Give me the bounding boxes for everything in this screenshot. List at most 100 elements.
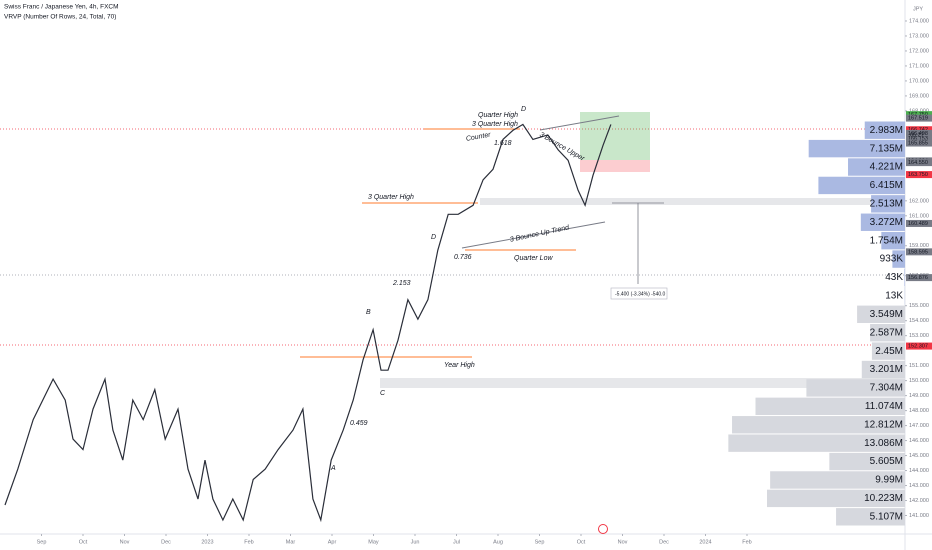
- volume-bar: [864, 121, 905, 139]
- annotation: B: [366, 309, 371, 316]
- x-tick-label: May: [368, 539, 379, 545]
- volume-label: 13K: [885, 291, 903, 302]
- price-tag: [906, 135, 932, 143]
- volume-label: 7.135M: [870, 143, 903, 154]
- y-tick-label: 174.000: [909, 18, 929, 24]
- volume-bar: [818, 176, 905, 195]
- price-tag: [906, 219, 932, 227]
- target-zone: [580, 112, 650, 160]
- price-tag-label: 163.750: [908, 172, 928, 178]
- volume-bar: [836, 508, 905, 526]
- volume-label: 7.304M: [870, 383, 903, 394]
- zone: [380, 378, 905, 388]
- x-tick-label: Nov: [120, 539, 130, 545]
- y-tick-label: 169.000: [909, 93, 929, 99]
- y-tick-label: 155.000: [909, 303, 929, 309]
- event-icon[interactable]: [598, 524, 608, 534]
- price-tag-label: 166.498: [908, 131, 928, 137]
- annotation: Year High: [444, 362, 475, 369]
- volume-label: 3.549M: [870, 309, 903, 320]
- volume-bar: [766, 489, 905, 508]
- price-tag: [906, 126, 932, 134]
- trend-line: [461, 221, 606, 249]
- annotation: 05:27: [910, 132, 924, 138]
- volume-label: 5.107M: [870, 511, 903, 522]
- price-tag: [906, 139, 932, 147]
- stop-zone: [580, 160, 650, 172]
- x-tick-label: Jul: [453, 539, 460, 545]
- indicator-label: VRVP (Number Of Rows, 24, Total, 70): [4, 14, 116, 21]
- volume-bar: [881, 231, 905, 250]
- volume-label: 43K: [885, 272, 903, 283]
- volume-bar: [860, 213, 905, 231]
- x-tick-label: 2024: [699, 539, 711, 545]
- chart-title: Swiss Franc / Japanese Yen, 4h, FXCM: [4, 4, 119, 11]
- price-tag-label: 164.550: [908, 160, 928, 166]
- price-tag: [906, 274, 932, 282]
- price-tag-label: 166.153: [908, 136, 928, 142]
- y-tick-label: 146.000: [909, 438, 929, 444]
- price-tag: [906, 342, 932, 350]
- x-tick-label: Aug: [493, 539, 503, 545]
- volume-bar: [732, 416, 905, 434]
- trend-line: [539, 115, 620, 131]
- y-tick-label: 173.000: [909, 33, 929, 39]
- volume-label: 3.272M: [870, 217, 903, 228]
- y-tick-label: 145.000: [909, 453, 929, 459]
- annotation: 3 Quarter High: [368, 194, 414, 201]
- volume-label: 1.754M: [870, 235, 903, 246]
- price-tag-label: 156.876: [908, 275, 928, 281]
- price-tag: [906, 129, 932, 137]
- y-tick-label: 153.000: [909, 333, 929, 339]
- annotation: C: [380, 390, 386, 397]
- x-tick-label: Oct: [577, 539, 586, 545]
- y-tick-label: 148.000: [909, 408, 929, 414]
- volume-bar: [755, 397, 905, 416]
- price-tag: [906, 114, 932, 122]
- x-tick-label: Mar: [286, 539, 296, 545]
- annotation: 3 Quarter High: [472, 121, 518, 128]
- volume-bar: [857, 305, 905, 323]
- price-tag-label: 160.489: [908, 221, 928, 227]
- volume-label: 11.074M: [865, 401, 903, 412]
- volume-bar: [871, 195, 905, 213]
- price-tag-label: 158.595: [908, 249, 928, 255]
- x-tick-label: Sep: [37, 539, 47, 545]
- price-tag-label: 152.307: [908, 344, 928, 350]
- volume-bar: [861, 360, 905, 379]
- volume-bar: [728, 434, 905, 452]
- volume-bar: [892, 250, 905, 268]
- x-tick-label: Feb: [244, 539, 253, 545]
- volume-label: 4.221M: [870, 162, 903, 173]
- x-tick-label: Dec: [161, 539, 171, 545]
- volume-bar: [904, 268, 905, 287]
- annotation: Quarter High: [478, 112, 518, 119]
- price-tag-label: 167.519: [908, 116, 928, 122]
- annotation: D: [521, 106, 526, 113]
- measure-box: [610, 287, 668, 300]
- y-tick-label: 142.000: [909, 498, 929, 504]
- volume-label: 9.99M: [875, 475, 903, 486]
- y-tick-label: 143.000: [909, 483, 929, 489]
- price-tag: [906, 159, 932, 167]
- price-tag-label: 165.855: [908, 140, 928, 146]
- y-tick-label: 161.000: [909, 213, 929, 219]
- volume-bar: [806, 379, 905, 397]
- annotation: D: [431, 234, 436, 241]
- volume-bar: [770, 471, 905, 489]
- volume-bar: [871, 342, 905, 360]
- y-tick-label: 149.000: [909, 393, 929, 399]
- volume-label: 2.983M: [870, 125, 903, 136]
- y-tick-label: 162.000: [909, 198, 929, 204]
- x-tick-label: Feb: [742, 539, 751, 545]
- annotation: 1.618: [494, 140, 512, 147]
- annotation: Counter: [465, 131, 491, 142]
- annotation: 0.459: [350, 420, 368, 427]
- x-tick-label: Sep: [535, 539, 545, 545]
- annotation: 0.736: [454, 254, 472, 261]
- volume-label: 12.812M: [864, 419, 903, 430]
- y-tick-label: 170.000: [909, 78, 929, 84]
- y-tick-label: 171.000: [909, 63, 929, 69]
